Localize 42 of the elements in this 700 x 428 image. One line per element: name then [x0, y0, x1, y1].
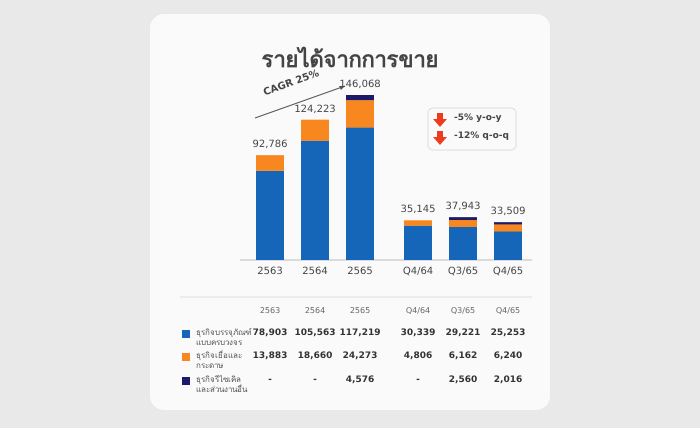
legend-label: ธุรกิจบรรจุภัณฑ์แบบครบวงจร: [196, 328, 253, 348]
data-label: 30,339: [400, 328, 436, 338]
data-label: 2,560: [448, 375, 478, 385]
data-label: 4,806: [404, 351, 432, 361]
x-tick-label: Q3/65: [448, 266, 478, 277]
x-tick-label: 2563: [257, 266, 283, 277]
data-label: 25,253: [490, 328, 526, 338]
x-tick-label: 2564: [302, 266, 328, 277]
annotation: -12% q-o-q: [454, 131, 509, 141]
category-label: Q4/64: [406, 306, 430, 315]
data-label: 24,273: [342, 351, 378, 361]
data-label: 117,219: [340, 328, 380, 338]
text: -: [268, 375, 272, 385]
data-label: 6,240: [494, 351, 522, 361]
data-label: 2,016: [494, 375, 522, 385]
category-label: Q3/65: [450, 306, 476, 315]
category-label: Q4/65: [496, 306, 520, 315]
x-tick-label: Q4/65: [492, 266, 524, 277]
total-label: 92,786: [252, 139, 288, 150]
category-label: 2565: [350, 306, 370, 315]
legend-label: ธุรกิจเยื่อและกระดาษ: [196, 351, 243, 371]
total-label: 35,145: [400, 204, 436, 216]
x-tick-label: 2565: [347, 266, 373, 277]
data-label: 6,162: [448, 351, 478, 361]
total-label: 146,068: [339, 79, 381, 90]
annotation: CAGR 25%: [262, 68, 321, 98]
category-label: 2563: [260, 306, 280, 315]
data-label: 18,660: [298, 351, 332, 361]
text: -: [313, 375, 317, 385]
total-label: 124,223: [294, 104, 336, 115]
data-label: 78,903: [252, 328, 288, 338]
legend-label: ธุรกิจรีไซเคิลและส่วนงานอื่น: [196, 375, 248, 395]
total-label: 33,509: [490, 206, 526, 218]
data-label: 105,563: [294, 328, 336, 338]
data-label: 13,883: [252, 351, 288, 361]
data-label: 4,576: [346, 375, 374, 385]
annotation: -5% y-o-y: [454, 113, 502, 123]
category-label: 2564: [304, 306, 326, 315]
x-tick-label: Q4/64: [402, 266, 434, 277]
data-label: 29,221: [446, 328, 480, 338]
total-label: 37,943: [446, 201, 480, 212]
text: -: [416, 375, 420, 385]
